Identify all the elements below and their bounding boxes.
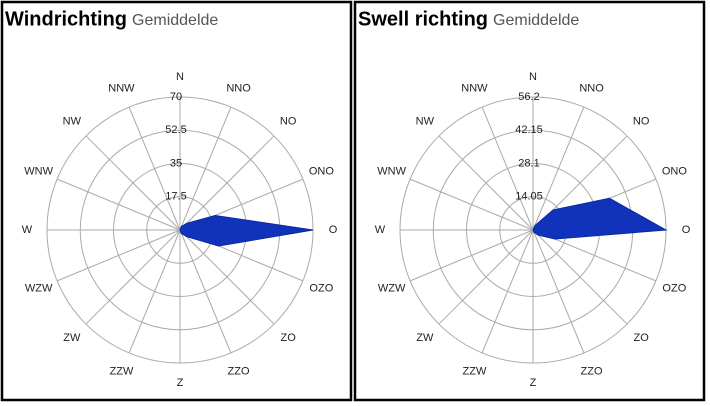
spoke [481, 106, 534, 231]
spoke [532, 106, 585, 231]
direction-label: NNW [461, 83, 488, 95]
direction-label: WNW [24, 165, 53, 177]
spoke [179, 229, 275, 325]
spoke [56, 178, 181, 231]
spoke [532, 229, 585, 354]
chart-subtitle: Gemiddelde [493, 12, 579, 29]
direction-label: ZZO [581, 365, 603, 377]
spoke [409, 229, 534, 282]
direction-label: WZW [378, 282, 406, 294]
direction-label: WZW [25, 282, 53, 294]
spoke [85, 229, 181, 325]
direction-label: O [329, 224, 338, 236]
spoke [85, 135, 181, 231]
direction-label: NO [633, 116, 650, 128]
r-tick-label: 35 [170, 157, 182, 169]
panel-border [0, 0, 353, 402]
spoke [438, 135, 534, 231]
data-area [179, 214, 314, 247]
spoke [532, 229, 628, 325]
direction-label: WNW [377, 165, 406, 177]
direction-label: N [529, 71, 537, 83]
direction-label: NO [280, 116, 297, 128]
direction-label: NNO [579, 83, 604, 95]
radar-chart: Windrichting Gemiddelde N NNO NO ONO O OZO ZO ZZO… [0, 0, 353, 402]
spoke [128, 106, 181, 231]
panel-border [353, 0, 706, 402]
direction-label: ZO [281, 332, 297, 344]
spoke [481, 229, 534, 354]
r-tick-label: 52.5 [165, 124, 186, 136]
radar-chart: Swell richting Gemiddelde N NNO NO ONO O OZO ZO Z… [353, 0, 706, 402]
spoke [409, 178, 534, 231]
direction-label: ONO [309, 165, 335, 177]
direction-label: OZO [662, 282, 686, 294]
direction-label: ZZW [463, 365, 487, 377]
direction-label: ZO [634, 332, 650, 344]
spoke [179, 135, 275, 231]
r-tick-label: 17.5 [165, 191, 186, 203]
spoke [56, 229, 181, 282]
spoke [128, 229, 181, 354]
direction-label: ZW [416, 332, 434, 344]
spoke [438, 229, 534, 325]
spoke [179, 106, 232, 231]
direction-label: W [375, 224, 386, 236]
direction-label: NNW [108, 83, 135, 95]
direction-label: Z [177, 377, 184, 389]
r-tick-label: 28.1 [518, 157, 539, 169]
direction-label: NW [63, 116, 82, 128]
r-tick-label: 14.05 [515, 191, 543, 203]
direction-label: OZO [309, 282, 333, 294]
chart-title: Windrichting [5, 8, 127, 30]
spoke [179, 229, 232, 354]
direction-label: ZZW [110, 365, 134, 377]
data-area [532, 197, 668, 240]
direction-label: NNO [226, 83, 251, 95]
direction-label: ONO [662, 165, 688, 177]
direction-label: W [22, 224, 33, 236]
direction-label: ZW [63, 332, 81, 344]
r-tick-label: 70 [170, 91, 182, 103]
direction-label: ZZO [228, 365, 250, 377]
r-tick-label: 56.2 [518, 91, 539, 103]
r-tick-label: 42.15 [515, 124, 543, 136]
direction-label: N [176, 71, 184, 83]
direction-label: Z [530, 377, 537, 389]
direction-label: O [682, 224, 691, 236]
chart-subtitle: Gemiddelde [132, 12, 218, 29]
direction-label: NW [416, 116, 435, 128]
chart-title: Swell richting [358, 8, 488, 30]
